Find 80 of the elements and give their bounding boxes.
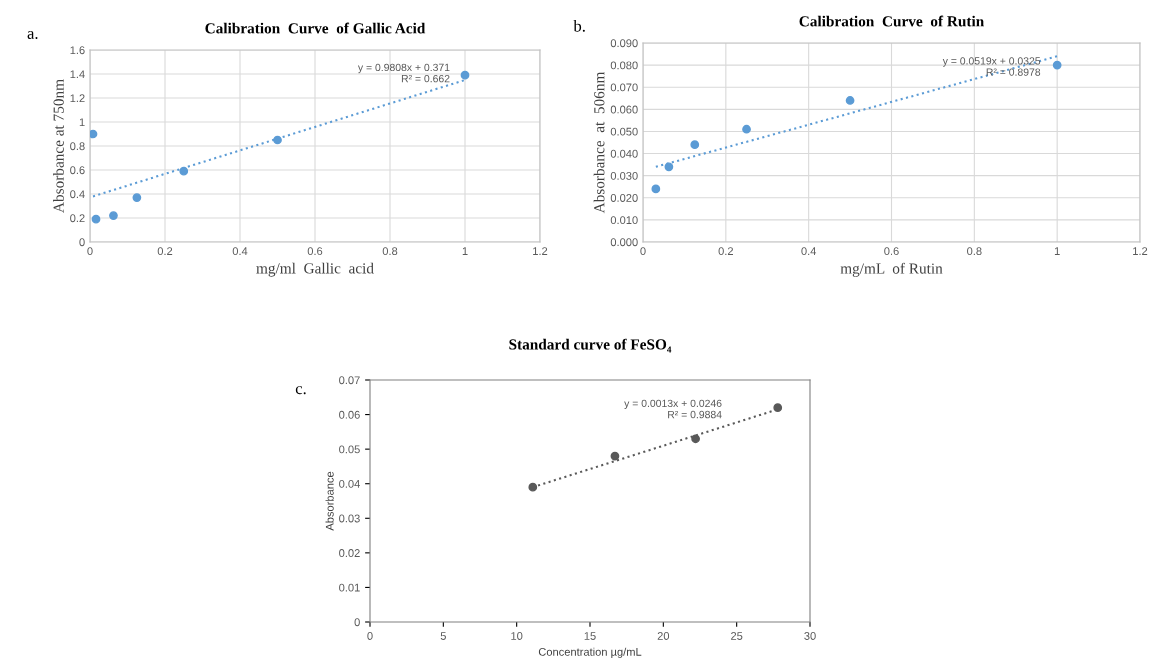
x-tick-label: 1.2 [1133, 247, 1148, 255]
x-tick-label: 10 [511, 632, 523, 640]
x-axis-title: Concentration µg/mL [538, 647, 642, 658]
x-tick-label: 0.4 [801, 247, 817, 256]
point [742, 124, 751, 134]
text: c. [295, 386, 306, 395]
point [610, 451, 620, 461]
x-tick-label: 0.2 [157, 247, 173, 256]
y-tick-label: 0.050 [610, 127, 638, 136]
point [132, 193, 142, 202]
text: a. [27, 30, 38, 40]
annotation: y = 0.0519x + 0.0325 R² = 0.8978 [942, 57, 1041, 76]
y-tick-label: 0.03 [339, 514, 360, 523]
y-tick-label: 0.6 [70, 166, 85, 175]
y-tick-label: 0.080 [610, 61, 638, 70]
point [90, 129, 98, 139]
chart-title: Standard curve of FeSO₄ [509, 338, 672, 353]
x-tick-label: 0.8 [967, 247, 982, 256]
point [773, 403, 783, 413]
chart-title: Calibration Curve of Gallic Acid [205, 22, 426, 34]
y-tick-label: 0.030 [610, 171, 638, 180]
y-tick-label: 0.090 [610, 39, 638, 48]
x-axis-title: mg/ml Gallic acid [256, 262, 374, 277]
y-tick-label: 0.010 [610, 216, 638, 225]
point [273, 135, 282, 145]
x-tick-label: 1 [462, 247, 468, 255]
point [1052, 60, 1062, 70]
y-axis-title: Absorbance at 750nm [53, 79, 64, 213]
y-tick-label: 0.020 [610, 194, 638, 202]
x-tick-label: 1.2 [533, 247, 548, 255]
x-tick-label: 0 [87, 247, 93, 256]
x-tick-label: 0.6 [307, 247, 323, 256]
x-tick-label: 0 [367, 632, 373, 640]
x-axis-title: mg/mL of Rutin [840, 262, 943, 277]
point [460, 70, 470, 80]
y-tick-label: 1 [79, 118, 85, 127]
point [664, 162, 674, 172]
point [91, 214, 101, 224]
x-tick-label: 20 [657, 632, 670, 640]
annotation: y = 0.9808x + 0.371 R² = 0.662 [357, 63, 450, 83]
annotation: y = 0.0013x + 0.0246 R² = 0.9884 [624, 399, 722, 419]
x-tick-label: 0.8 [382, 247, 398, 256]
point [109, 211, 118, 220]
y-tick-label: 0.040 [610, 149, 638, 158]
x-tick-label: 15 [584, 632, 596, 640]
y-tick-label: 0.2 [70, 214, 85, 223]
y-tick-label: 0.02 [339, 549, 360, 557]
point [179, 166, 189, 176]
text: b. [573, 19, 585, 32]
y-tick-label: 1.4 [70, 70, 85, 79]
y-tick-label: 0.05 [339, 445, 360, 454]
point [691, 434, 700, 444]
x-tick-label: 0.6 [884, 247, 899, 256]
y-tick-label: 0.000 [610, 238, 638, 247]
y-tick-label: 0.060 [610, 105, 638, 114]
point [528, 482, 538, 492]
y-axis-title: Absorbance [325, 471, 334, 531]
y-tick-label: 0.4 [70, 190, 85, 199]
y-axis-title: Absorbance at 506nm [593, 71, 605, 214]
point [651, 184, 661, 194]
y-tick-label: 0 [354, 618, 360, 627]
x-tick-label: 1 [1054, 247, 1060, 255]
point [690, 140, 700, 150]
y-tick-label: 0.07 [339, 376, 360, 385]
x-tick-label: 0 [640, 247, 646, 256]
y-tick-label: 0.8 [70, 142, 85, 151]
x-tick-label: 30 [804, 632, 816, 640]
x-tick-label: 0.2 [718, 247, 733, 256]
chart-title: Calibration Curve of Rutin [799, 15, 984, 27]
y-tick-label: 1.6 [70, 46, 85, 55]
point [845, 96, 855, 105]
y-tick-label: 0 [79, 238, 85, 247]
y-tick-label: 0.01 [339, 583, 360, 592]
x-tick-label: 5 [440, 632, 446, 640]
x-tick-label: 0.4 [232, 247, 248, 256]
y-tick-label: 0.04 [339, 479, 360, 488]
y-tick-label: 0.070 [610, 83, 638, 92]
y-tick-label: 0.06 [339, 410, 360, 419]
y-tick-label: 1.2 [70, 94, 85, 103]
x-tick-label: 25 [731, 632, 743, 640]
